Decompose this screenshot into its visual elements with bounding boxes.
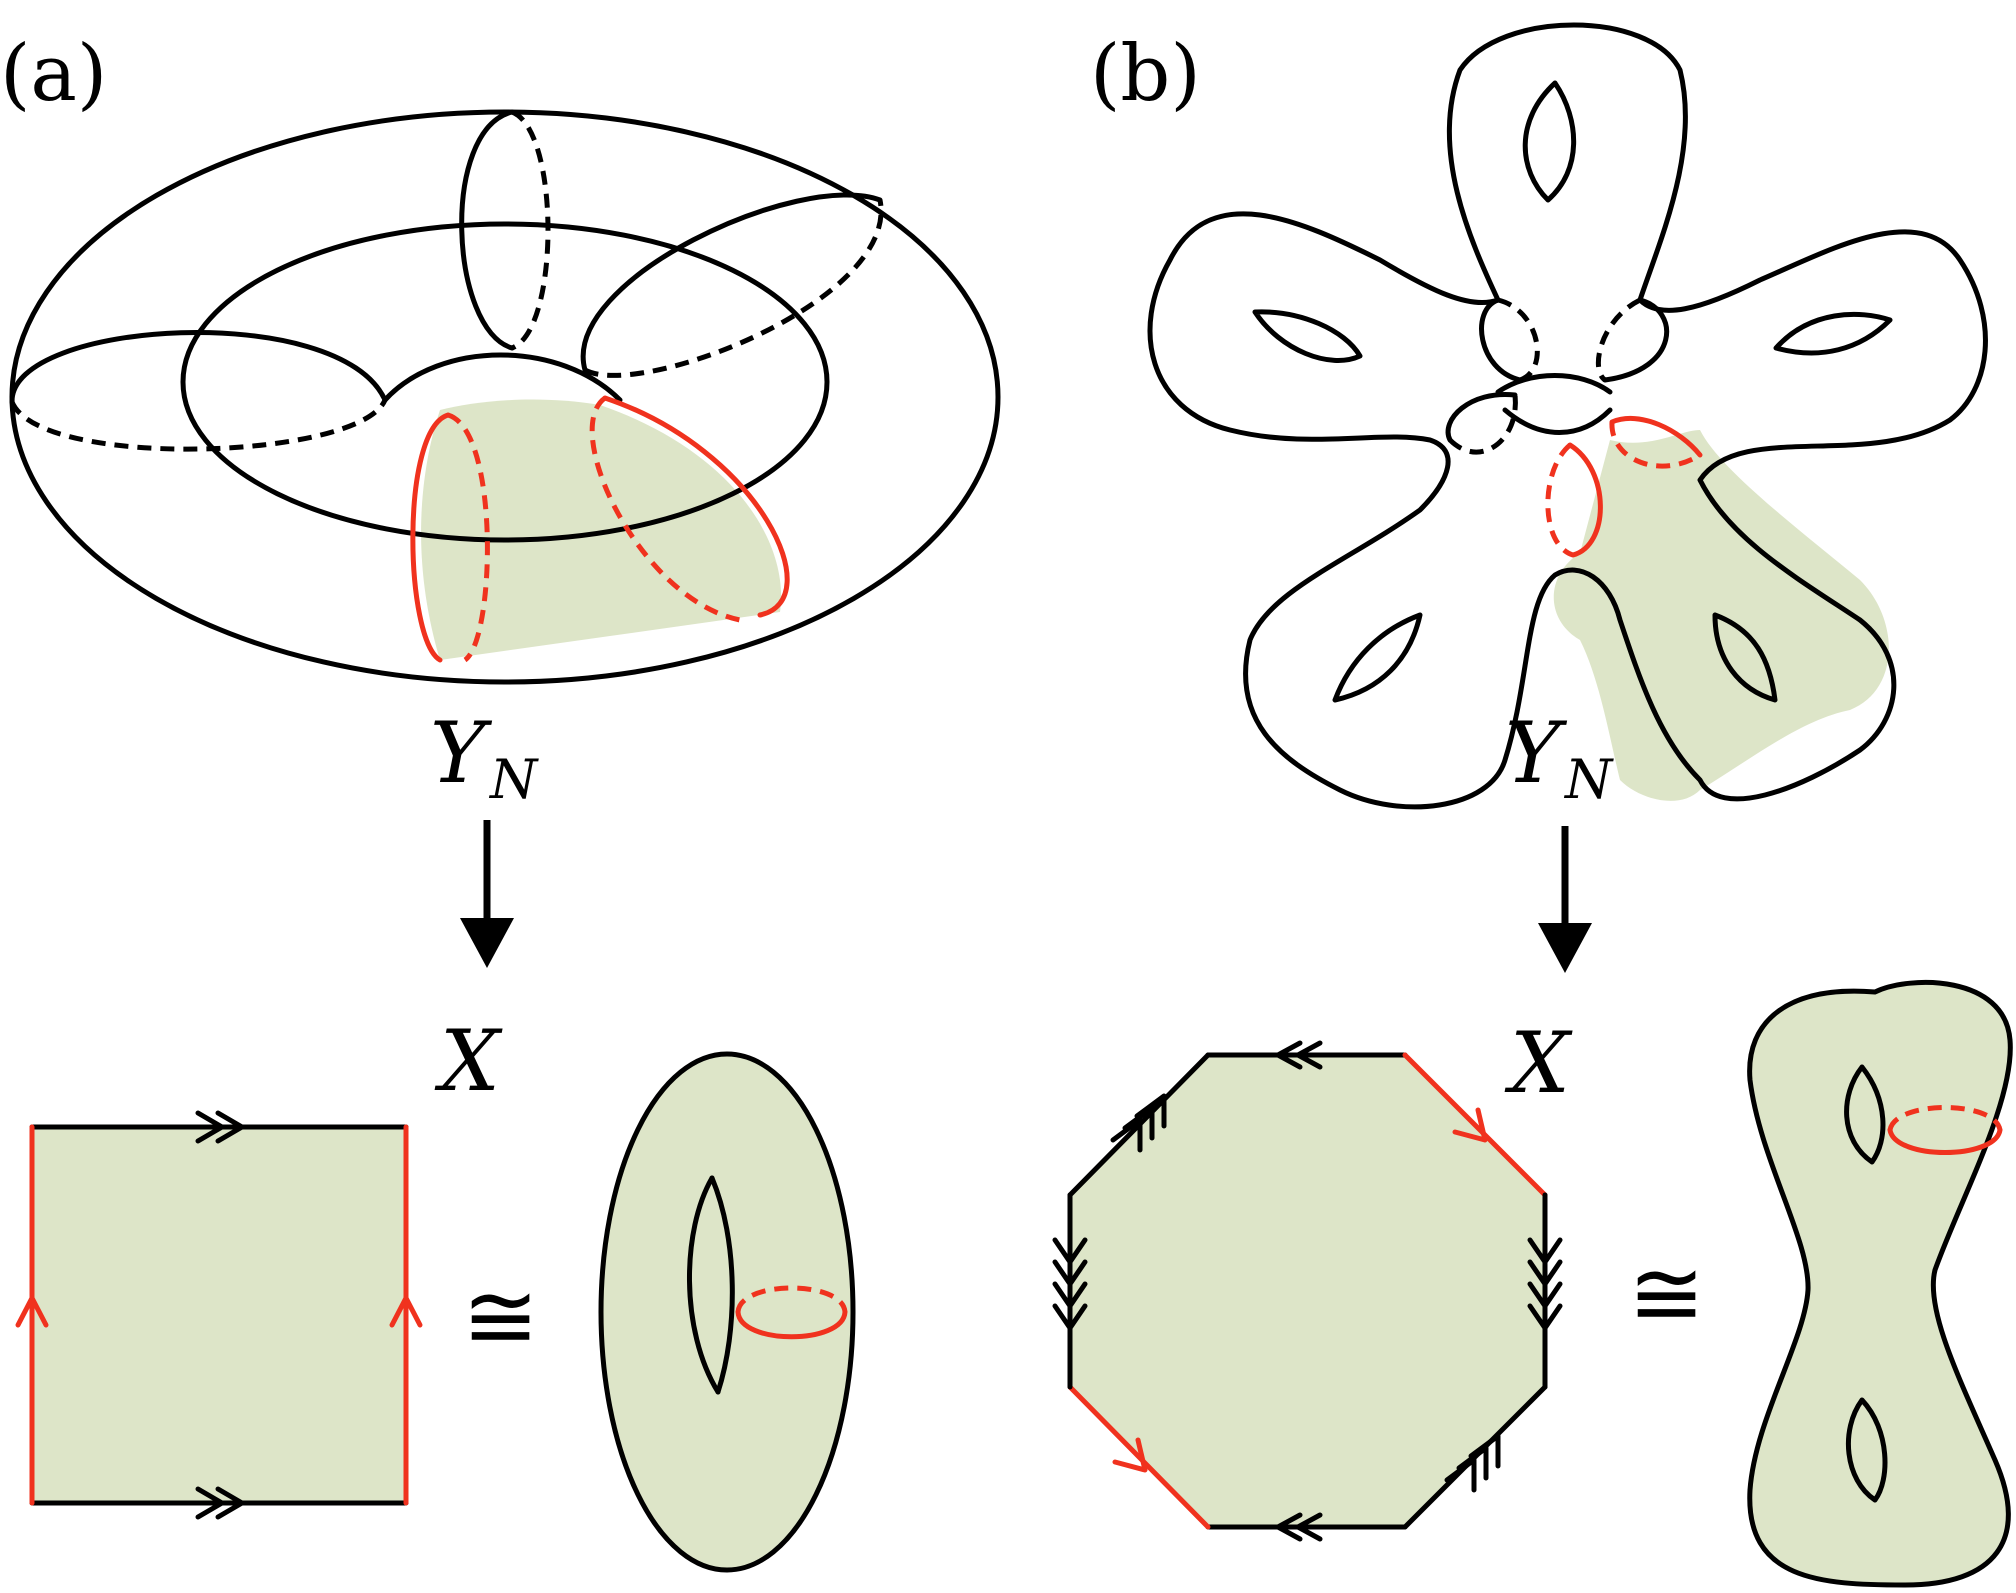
- handle-right: [1773, 311, 1893, 356]
- genus-two-handle-top: [1844, 1064, 1886, 1165]
- fundamental-square: [15, 1110, 423, 1520]
- red-meridian-left-hidden: [446, 412, 490, 663]
- genus-two-cycle-front: [1887, 1127, 2003, 1155]
- red-cycle-right-hidden: [1609, 421, 1702, 469]
- genus-five-cover: [1147, 22, 1988, 810]
- panel-b-label: (b): [1090, 29, 1201, 119]
- torus-hole-left: [687, 1175, 721, 1395]
- panel-b: (b) Y N: [1052, 22, 2013, 1588]
- red-meridian-left: [410, 412, 451, 663]
- genus-two-handle-bottom: [1845, 1397, 1888, 1503]
- projection-arrowhead-a: [460, 918, 514, 968]
- meridian-left-hidden: [9, 398, 388, 452]
- octagon-edge-bottom-left: [1067, 1384, 1211, 1530]
- red-meridian-right-hidden: [589, 395, 741, 623]
- base-label-b: X: [1504, 1014, 1573, 1112]
- arrows-bottom-right-edge: [1444, 1433, 1501, 1493]
- genus-two-outline: [1747, 979, 2013, 1588]
- red-meridian-right: [602, 395, 790, 618]
- neck-cycle-left-hidden: [1448, 394, 1518, 455]
- arrow-right-edge: [389, 1295, 423, 1328]
- cover-label-a: Y: [430, 704, 493, 802]
- red-cycle-lower: [1567, 442, 1603, 558]
- arrows-top-edge: [1275, 1040, 1323, 1070]
- meridian-top: [459, 109, 515, 351]
- torus-front-outline: [598, 1051, 856, 1573]
- arrow-bottom-left-edge: [1112, 1437, 1148, 1473]
- neck-cycle-top-right: [1602, 297, 1670, 383]
- torus-hole-rim: [382, 352, 623, 403]
- torus-hole-right: [709, 1175, 735, 1395]
- handle-lower-left: [1332, 612, 1423, 703]
- arrow-top-right-edge: [1452, 1107, 1488, 1143]
- red-cycle-lower-hidden: [1545, 443, 1574, 558]
- arrows-right-edge: [1527, 1237, 1563, 1331]
- genus-two-surface: [1747, 979, 2013, 1588]
- projection-arrowhead-b: [1538, 923, 1592, 973]
- red-cycle-right: [1609, 415, 1703, 458]
- meridian-right-hidden: [583, 199, 884, 378]
- torus-cycle-back: [735, 1285, 848, 1313]
- center-neck-lower: [1502, 407, 1613, 435]
- handle-lower-right: [1712, 612, 1778, 703]
- octagon-edge-top-right: [1402, 1052, 1548, 1198]
- meridian-right: [580, 192, 883, 373]
- cover-label-a-sub: N: [488, 748, 539, 811]
- genus-two-cycle-back: [1887, 1105, 2003, 1131]
- cover-label-b: Y: [1505, 704, 1568, 802]
- arrow-left-edge: [15, 1295, 49, 1328]
- arrows-top-left-edge: [1110, 1093, 1167, 1153]
- torus-cover: [9, 109, 1001, 685]
- arrows-left-edge: [1052, 1237, 1088, 1331]
- handle-top: [1522, 80, 1577, 203]
- neck-cycle-top-right-hidden: [1595, 297, 1642, 383]
- meridian-left: [9, 330, 388, 405]
- arrows-bottom-edge: [1275, 1512, 1323, 1542]
- handle-left: [1252, 309, 1363, 363]
- neck-cycle-top-left: [1479, 297, 1523, 383]
- torus-cycle-front: [735, 1309, 848, 1340]
- center-neck: [1495, 373, 1613, 395]
- meridian-top-hidden: [510, 109, 551, 351]
- cover-label-b-sub: N: [1563, 748, 1614, 811]
- shaded-region: [421, 399, 782, 660]
- fundamental-octagon: [1052, 1040, 1563, 1542]
- base-label-a: X: [434, 1012, 503, 1110]
- double-arrow-top: [195, 1110, 245, 1144]
- neck-cycle-top-left-hidden: [1497, 297, 1540, 383]
- panel-a-label: (a): [0, 29, 107, 119]
- double-arrow-bottom: [195, 1486, 245, 1520]
- neck-cycle-left: [1445, 391, 1518, 443]
- torus-inner-outline: [180, 221, 830, 543]
- panel-a: (a) Y N X: [0, 29, 1001, 1573]
- homeomorphic-symbol-b: ≅: [1628, 1240, 1705, 1347]
- homeomorphic-symbol-a: ≅: [462, 1263, 539, 1370]
- torus-front: [598, 1051, 856, 1573]
